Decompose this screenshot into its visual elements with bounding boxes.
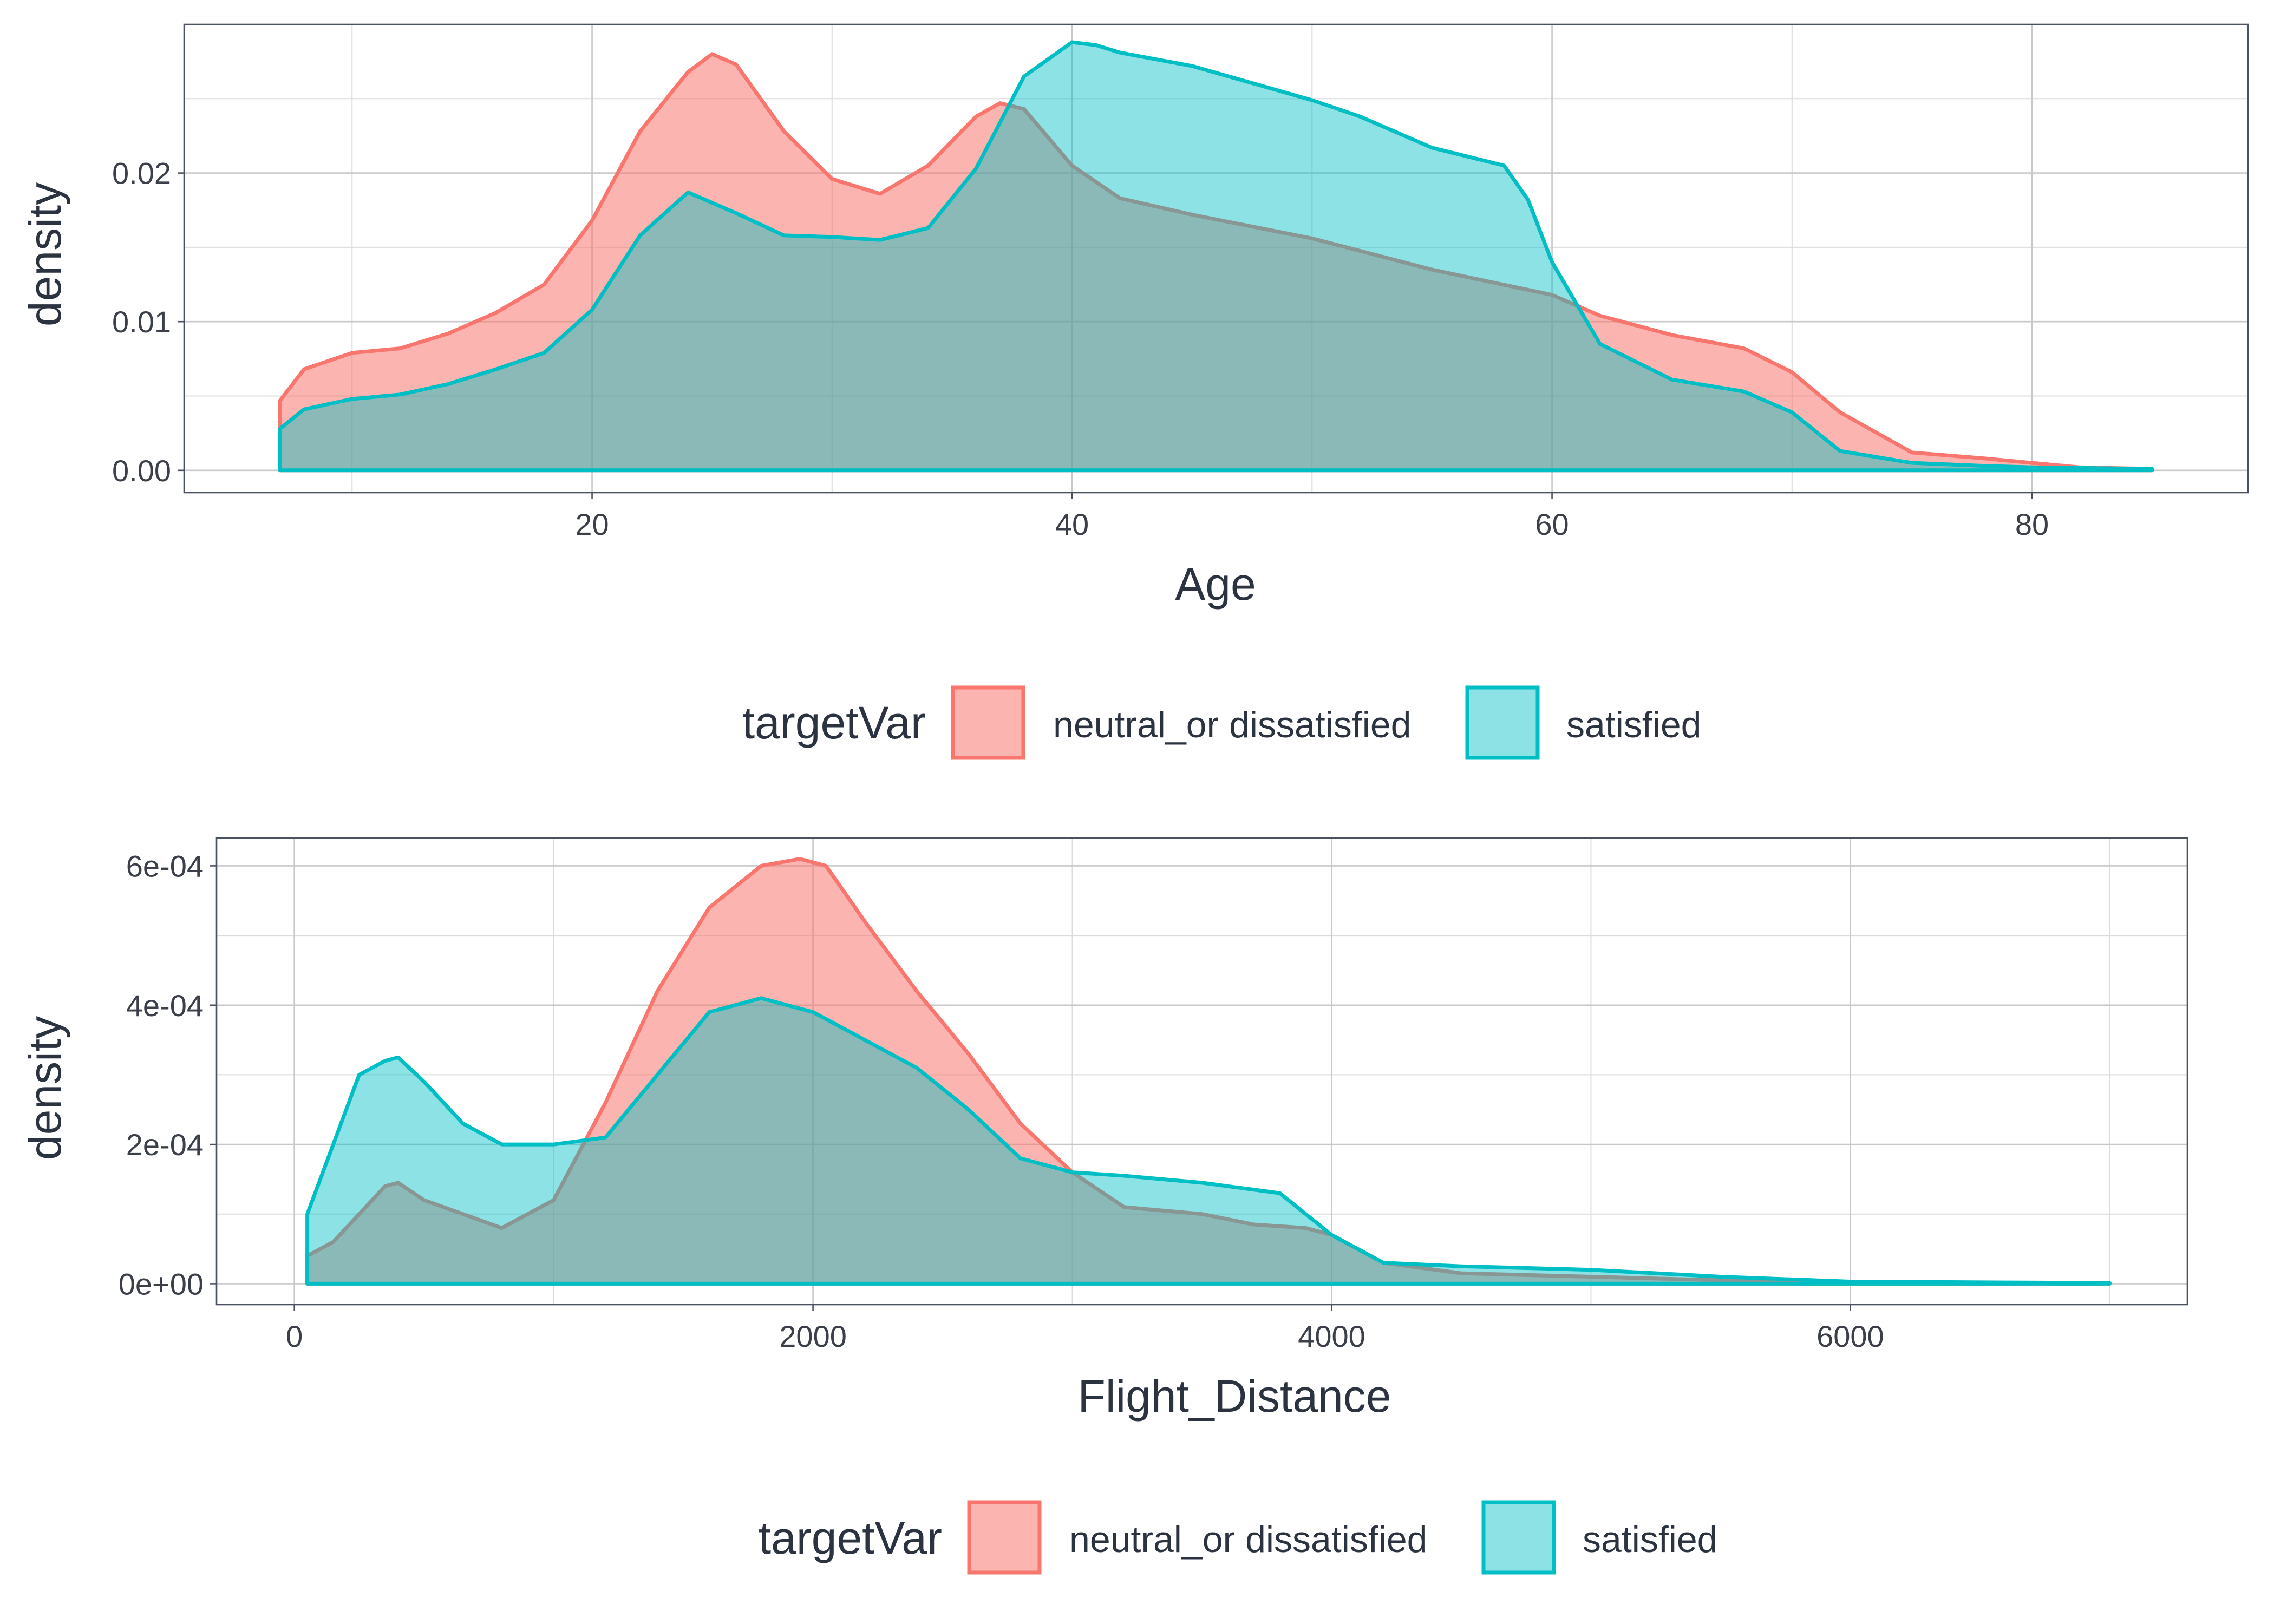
flight-distance-density-area-satisfied — [305, 996, 2112, 1286]
flight-distance-x-tick-label: 6000 — [1816, 1319, 1884, 1353]
age-legend-key-satisfied — [1465, 685, 1540, 760]
age-axis-ticks: 20 40 60 80 0.00 0.01 0.02 — [112, 156, 2049, 541]
age-density-area-neutral — [278, 52, 2154, 473]
age-legend-title: targetVar — [742, 697, 926, 748]
age-x-tick-label: 60 — [1535, 507, 1569, 541]
flight-distance-x-tick-label: 2000 — [779, 1319, 847, 1353]
flight-distance-axis-ticks: 0 2000 4000 6000 0e+00 2e-04 4e-04 6e-04 — [119, 849, 1884, 1353]
age-y-axis-title: density — [19, 182, 70, 326]
flight-distance-density-area-neutral — [305, 857, 2112, 1286]
flight-distance-legend-label-neutral: neutral_or dissatisfied — [1069, 1519, 1427, 1560]
flight-distance-grid — [217, 838, 2187, 1305]
flight-distance-density-areas — [305, 857, 2112, 1286]
age-density-panel: 20 40 60 80 0.00 0.01 0.02 Age density targetV… — [19, 23, 2249, 760]
flight-distance-legend-label-satisfied: satisfied — [1583, 1519, 1717, 1560]
age-x-axis-title: Age — [1175, 559, 1256, 610]
flight-distance-y-tick-label: 4e-04 — [126, 988, 204, 1023]
flight-distance-legend: targetVar neutral_or dissatisfied satisf… — [759, 1500, 1717, 1575]
flight-distance-y-tick-label: 2e-04 — [126, 1128, 204, 1162]
flight-distance-legend-key-satisfied — [1481, 1500, 1556, 1575]
flight-distance-x-axis-title: Flight_Distance — [1078, 1371, 1391, 1422]
flight-distance-panel-border — [215, 837, 2188, 1306]
age-y-tick-label: 0.02 — [112, 156, 171, 191]
age-density-area-satisfied — [278, 40, 2154, 473]
age-density-areas — [278, 40, 2154, 473]
flight-distance-y-axis-title: density — [19, 1016, 70, 1160]
flight-distance-legend-title: targetVar — [759, 1512, 942, 1563]
age-panel-border — [183, 23, 2249, 494]
age-legend-label-satisfied: satisfied — [1566, 704, 1701, 745]
age-x-tick-label: 20 — [575, 507, 609, 541]
flight-distance-y-tick-label: 0e+00 — [119, 1267, 204, 1301]
flight-distance-y-tick-label: 6e-04 — [126, 849, 204, 883]
age-x-tick-label: 80 — [2015, 507, 2049, 541]
age-legend: targetVar neutral_or dissatisfied satisf… — [742, 685, 1701, 760]
flight-distance-legend-key-neutral — [967, 1500, 1042, 1575]
age-legend-key-neutral — [951, 685, 1025, 760]
flight-distance-x-tick-label: 4000 — [1298, 1319, 1365, 1353]
age-x-tick-label: 40 — [1055, 507, 1089, 541]
flight-distance-x-tick-label: 0 — [286, 1319, 303, 1353]
age-legend-label-neutral: neutral_or dissatisfied — [1053, 704, 1411, 745]
flight-distance-density-panel: 0 2000 4000 6000 0e+00 2e-04 4e-04 6e-04 Flight… — [19, 837, 2188, 1575]
age-y-tick-label: 0.01 — [112, 305, 171, 339]
age-y-tick-label: 0.00 — [112, 454, 171, 488]
